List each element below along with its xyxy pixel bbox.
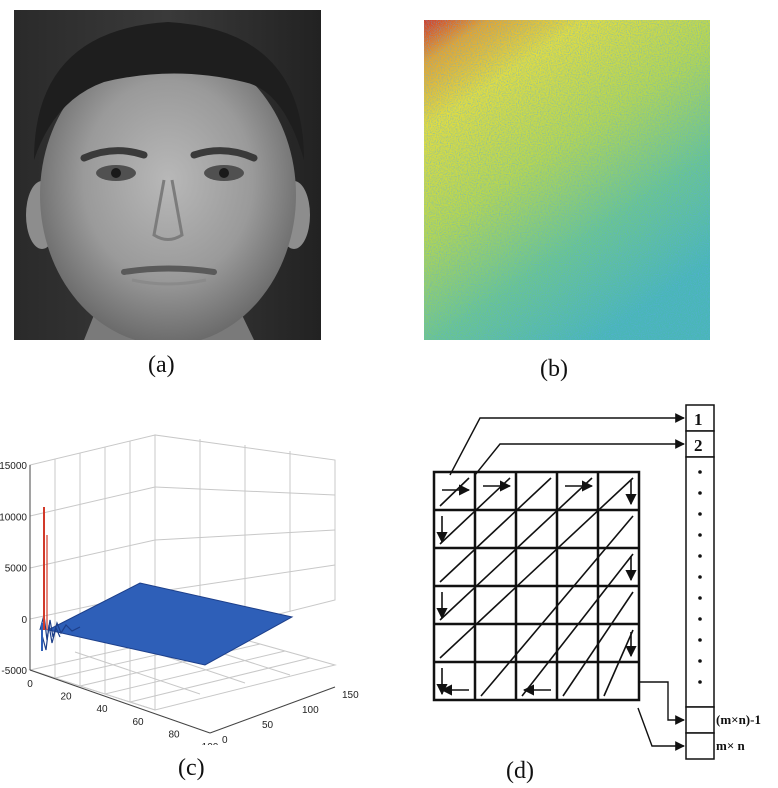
y-tick-label: 100: [302, 705, 319, 716]
z-tick-label: -5000: [1, 666, 27, 677]
z-tick-label: 5000: [5, 564, 28, 575]
ellipsis-dot: [698, 617, 702, 621]
scan-arrow: [439, 477, 552, 583]
ellipsis-dot: [698, 659, 702, 663]
coefficient-heatmap: [424, 20, 710, 340]
scan-arrow: [439, 477, 634, 659]
vector-label-second-last: (m×n)-1: [716, 712, 761, 727]
z-tick-label: 15000: [0, 461, 27, 472]
vector-label-1: 1: [694, 410, 703, 429]
ellipsis-dot: [698, 680, 702, 684]
caption-d: (d): [506, 758, 534, 784]
vector-label-last: m× n: [716, 738, 745, 753]
vector-label-2: 2: [694, 436, 703, 455]
scan-arrow: [439, 477, 593, 621]
ellipsis-dot: [698, 554, 702, 558]
ellipsis-dot: [698, 512, 702, 516]
caption-a: (a): [148, 352, 175, 378]
y-tick-label: 0: [222, 735, 228, 745]
caption-c: (c): [178, 755, 205, 781]
panel-a: [14, 10, 321, 345]
face-photo: [14, 10, 321, 345]
ellipsis-dot: [698, 533, 702, 537]
scan-arrow: [439, 477, 511, 545]
x-tick-label: 60: [132, 717, 144, 728]
scan-arrow: [562, 591, 634, 697]
x-tick-label: 20: [60, 692, 72, 703]
z-tick-label: 10000: [0, 512, 27, 523]
scan-arrow: [480, 515, 634, 697]
zigzag-diagram: 1 2 (m×n)-1 m× n: [432, 404, 761, 760]
x-tick-label: 100: [202, 742, 219, 745]
z-tick-label: 0: [21, 615, 27, 626]
panel-b: [424, 20, 710, 340]
ellipsis-dot: [698, 575, 702, 579]
ellipsis-dot: [698, 596, 702, 600]
x-tick-label: 0: [27, 679, 33, 690]
output-vector: [685, 404, 715, 760]
panel-d: 1 2 (m×n)-1 m× n: [420, 400, 778, 760]
ellipsis-dot: [698, 491, 702, 495]
surface-plane: [46, 582, 294, 666]
ellipsis-dot: [698, 470, 702, 474]
y-tick-label: 150: [342, 690, 359, 701]
x-tick-label: 80: [168, 729, 180, 740]
x-tick-label: 40: [96, 704, 108, 715]
y-tick-label: 50: [262, 720, 274, 731]
ellipsis-dot: [698, 638, 702, 642]
scan-arrow: [439, 477, 470, 507]
caption-b: (b): [540, 356, 568, 382]
scan-arrow: [603, 629, 634, 697]
scan-arrow: [521, 553, 634, 697]
